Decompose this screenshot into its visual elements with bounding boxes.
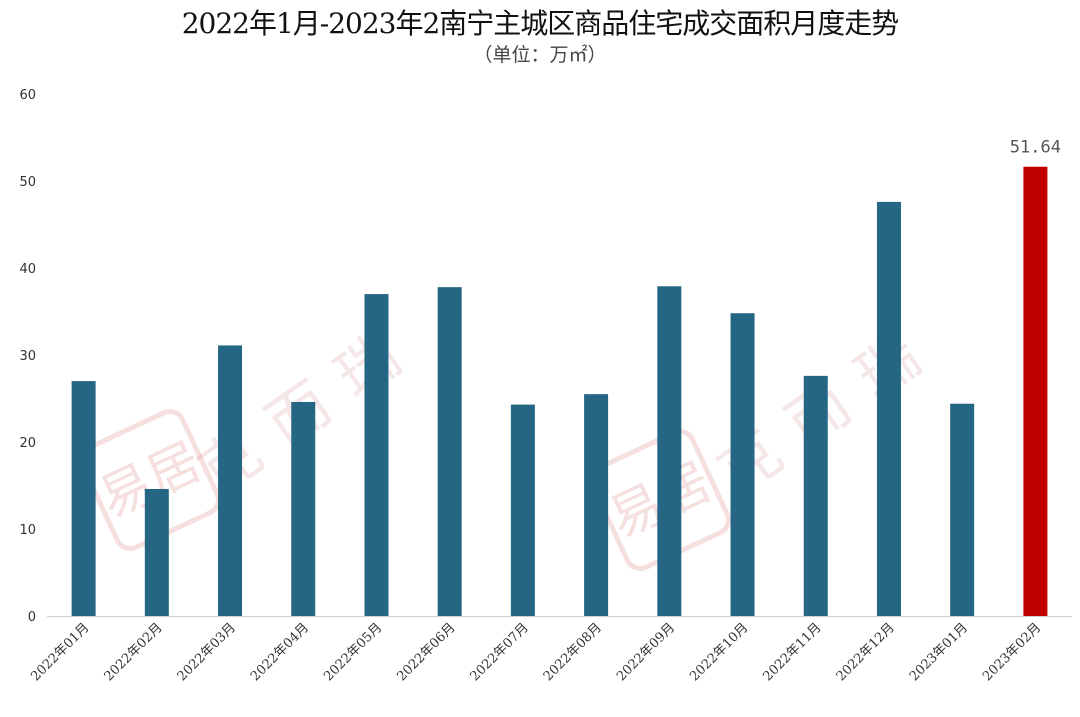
y-tick-label: 0	[28, 610, 36, 625]
bar-2022年01月	[71, 381, 96, 616]
chart-title: 2022年1月-2023年2南宁主城区商品住宅成交面积月度走势	[181, 7, 900, 40]
bar-2022年04月	[291, 401, 316, 616]
chart-subtitle: （单位：万㎡）	[473, 44, 607, 66]
y-tick-label: 30	[19, 349, 36, 364]
watermark-logo	[589, 429, 731, 571]
bar-2022年09月	[657, 286, 682, 616]
bar-2022年11月	[803, 375, 828, 616]
bar-2022年06月	[437, 287, 462, 616]
x-tick-label: 2023年01月	[907, 620, 971, 684]
bar-2023年02月	[1023, 166, 1048, 616]
bar-2022年08月	[584, 394, 609, 616]
x-tick-label: 2022年11月	[760, 620, 824, 684]
x-tick-label: 2022年09月	[614, 620, 678, 684]
y-tick-label: 50	[19, 175, 36, 190]
x-tick-label: 2022年05月	[321, 620, 385, 684]
y-tick-label: 10	[19, 523, 36, 538]
x-tick-label: 2023年02月	[980, 620, 1044, 684]
data-label: 51.64	[1010, 138, 1061, 158]
bar-2022年02月	[144, 488, 169, 616]
watermark-logo	[79, 409, 221, 551]
bar-2022年07月	[510, 404, 535, 616]
y-tick-label: 20	[19, 436, 36, 451]
x-tick-label: 2022年02月	[102, 620, 166, 684]
x-tick-label: 2022年10月	[687, 620, 751, 684]
x-tick-label: 2022年03月	[175, 620, 239, 684]
bar-2022年05月	[364, 294, 389, 616]
bar-2022年10月	[730, 313, 755, 616]
x-tick-label: 2022年04月	[248, 620, 312, 684]
x-tick-label: 2022年06月	[394, 620, 458, 684]
x-tick-label: 2022年08月	[541, 620, 605, 684]
x-tick-label: 2022年12月	[834, 620, 898, 684]
y-tick-label: 60	[19, 88, 36, 103]
bar-2022年12月	[876, 201, 901, 616]
x-tick-label: 2022年01月	[28, 620, 92, 684]
x-tick-label: 2022年07月	[468, 620, 532, 684]
bar-2023年01月	[950, 403, 975, 616]
y-tick-label: 40	[19, 262, 36, 277]
bar-2022年03月	[218, 345, 243, 616]
